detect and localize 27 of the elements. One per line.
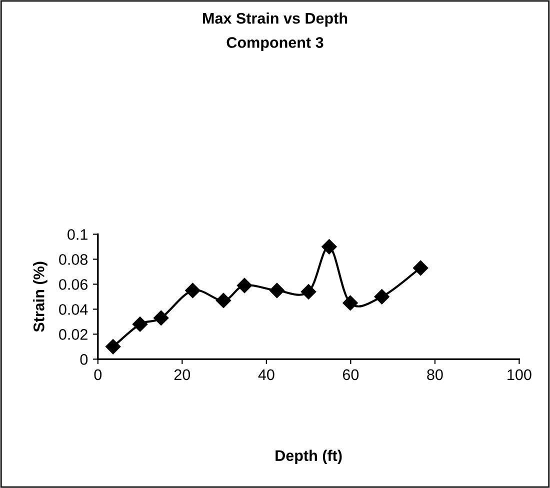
- y-tick-label: 0.1: [68, 229, 88, 240]
- point: [154, 310, 169, 326]
- x-tick-label: 40: [258, 369, 274, 380]
- x-tick-label: 60: [342, 369, 359, 380]
- x-tick-label: 0: [94, 369, 102, 380]
- point: [413, 260, 428, 276]
- y-tick-label: 0: [80, 354, 88, 365]
- x-tick-label: 80: [427, 369, 443, 380]
- y-tick-label: 0.04: [59, 304, 88, 315]
- chart-title: Max Strain vs Depth Component 3: [203, 12, 348, 51]
- point: [185, 282, 200, 298]
- point: [105, 339, 121, 354]
- point: [132, 316, 148, 332]
- x-tick-label: 20: [174, 369, 190, 380]
- point: [374, 289, 390, 304]
- point: [216, 292, 232, 308]
- y-tick-label: 0.06: [59, 279, 88, 290]
- y-axis-title: Strain (%): [33, 262, 48, 332]
- x-axis-title: Depth (ft): [276, 450, 342, 464]
- point: [300, 284, 316, 300]
- x-tick-label: 100: [508, 369, 532, 380]
- y-tick-label: 0.02: [59, 329, 88, 340]
- point: [322, 239, 337, 254]
- point: [342, 295, 358, 311]
- point: [269, 282, 285, 298]
- point: [236, 278, 252, 294]
- y-tick-label: 0.08: [59, 254, 88, 265]
